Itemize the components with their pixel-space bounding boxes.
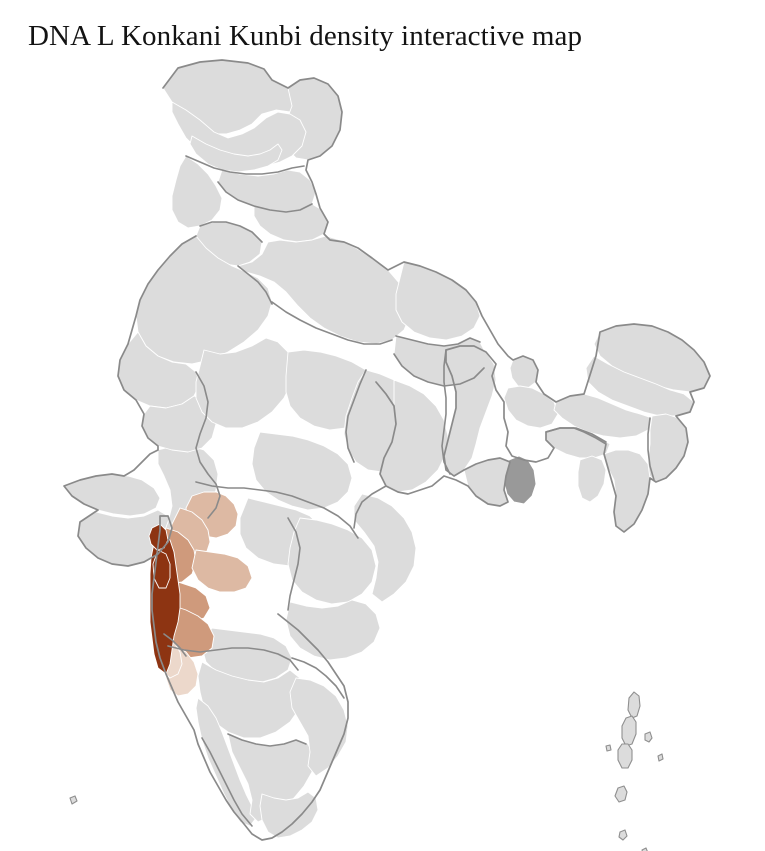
state-border-jharkhand-odisha	[393, 353, 485, 387]
district-himachal[interactable]	[217, 169, 317, 213]
state-border-maharashtra-goa	[163, 633, 187, 657]
island-north-andaman[interactable]	[627, 691, 641, 719]
district-layer[interactable]	[24, 59, 711, 851]
district-kashmir-valley[interactable]	[189, 135, 283, 173]
district-vidarbha[interactable]	[251, 431, 353, 511]
state-border-odisha-ap	[353, 485, 387, 529]
district-wb-lower[interactable]	[463, 457, 511, 507]
state-border-mp-maharashtra	[195, 481, 359, 539]
district-andhra-coastal[interactable]	[353, 493, 417, 603]
island-nicobar-minor-a[interactable]	[641, 847, 648, 851]
state-boundary-layer	[63, 59, 711, 841]
island-lakshadweep-north[interactable]	[69, 795, 78, 805]
andaman-nicobar-islands[interactable]	[605, 691, 664, 851]
state-border-assam-nagaland	[647, 417, 655, 481]
district-karnataka-north[interactable]	[201, 627, 293, 683]
island-ritchie[interactable]	[644, 731, 653, 743]
state-border-mp-chhattisgarh	[345, 369, 367, 463]
island-south-andaman[interactable]	[617, 743, 633, 769]
district-kerala[interactable]	[195, 697, 257, 827]
state-border-wb-odisha	[441, 349, 451, 475]
state-border-assam-meghalaya	[545, 427, 607, 443]
highlight-layer[interactable]	[148, 491, 253, 697]
india-outline-north	[162, 59, 711, 533]
state-border-kerala-tn	[201, 737, 253, 827]
district-tamilnadu-east[interactable]	[289, 677, 349, 777]
state-border-maharashtra-telangana	[287, 517, 301, 611]
state-border-punjab-haryana	[199, 221, 263, 243]
state-border-bihar-jharkhand	[395, 335, 481, 347]
island-middle-andaman[interactable]	[621, 715, 637, 747]
district-telangana[interactable]	[287, 517, 377, 605]
island-barren[interactable]	[657, 753, 664, 762]
island-little-nicobar[interactable]	[618, 829, 628, 841]
india-outline-west	[63, 235, 349, 841]
page-title: DNA L Konkani Kunbi density interactive …	[28, 20, 583, 52]
state-border-gujarat-mp	[195, 371, 221, 519]
state-border-rajasthan-up	[237, 265, 273, 305]
state-border-karnataka-andhra	[291, 657, 345, 699]
district-tripura-mizoram[interactable]	[603, 449, 651, 533]
india-choropleth-map[interactable]	[0, 50, 765, 851]
lakshadweep-islands[interactable]	[24, 795, 78, 851]
district-rayalaseema[interactable]	[285, 599, 381, 661]
district-tripura[interactable]	[577, 455, 607, 503]
island-narcondam[interactable]	[605, 744, 612, 752]
district-north-bengal[interactable]	[503, 385, 559, 429]
state-border-himachal-punjab	[217, 181, 313, 213]
district-tamilnadu-south[interactable]	[259, 791, 319, 839]
state-border-maharashtra-karnataka	[167, 645, 299, 671]
region-raigad[interactable]	[152, 549, 171, 589]
state-border-up-mp	[271, 301, 393, 345]
region-solapur[interactable]	[191, 549, 253, 593]
state-border-karnataka-tn	[227, 733, 307, 747]
island-car-nicobar[interactable]	[614, 785, 628, 803]
district-west-bengal[interactable]	[443, 345, 497, 477]
state-border-jk-hp	[185, 155, 305, 175]
district-madhya-pradesh-west[interactable]	[195, 337, 295, 429]
